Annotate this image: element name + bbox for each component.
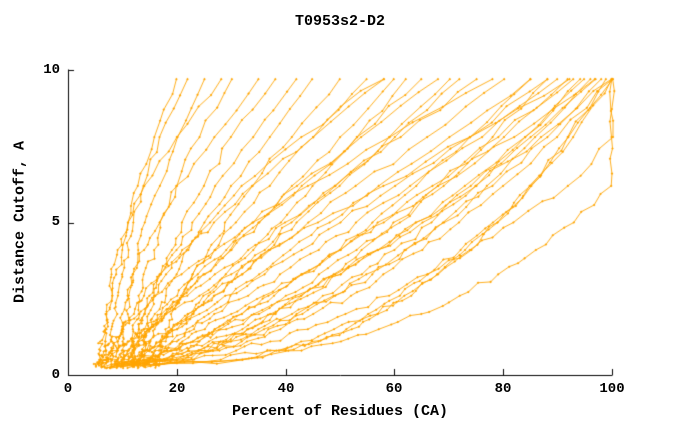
x-tick-label-40: 40 — [277, 381, 295, 397]
y-tick-label-10: 10 — [43, 62, 60, 78]
y-tick-label-5: 5 — [51, 214, 60, 230]
x-tick-label-0: 0 — [63, 381, 73, 397]
x-tick-label-80: 80 — [494, 381, 512, 397]
x-tick-label-20: 20 — [168, 381, 186, 397]
y-tick-label-0: 0 — [51, 367, 60, 383]
x-tick-label-100: 100 — [599, 381, 625, 397]
x-tick-label-60: 60 — [385, 381, 403, 397]
chart-title: T0953s2-D2 — [294, 13, 385, 30]
x-axis-label: Percent of Residues (CA) — [231, 403, 449, 420]
